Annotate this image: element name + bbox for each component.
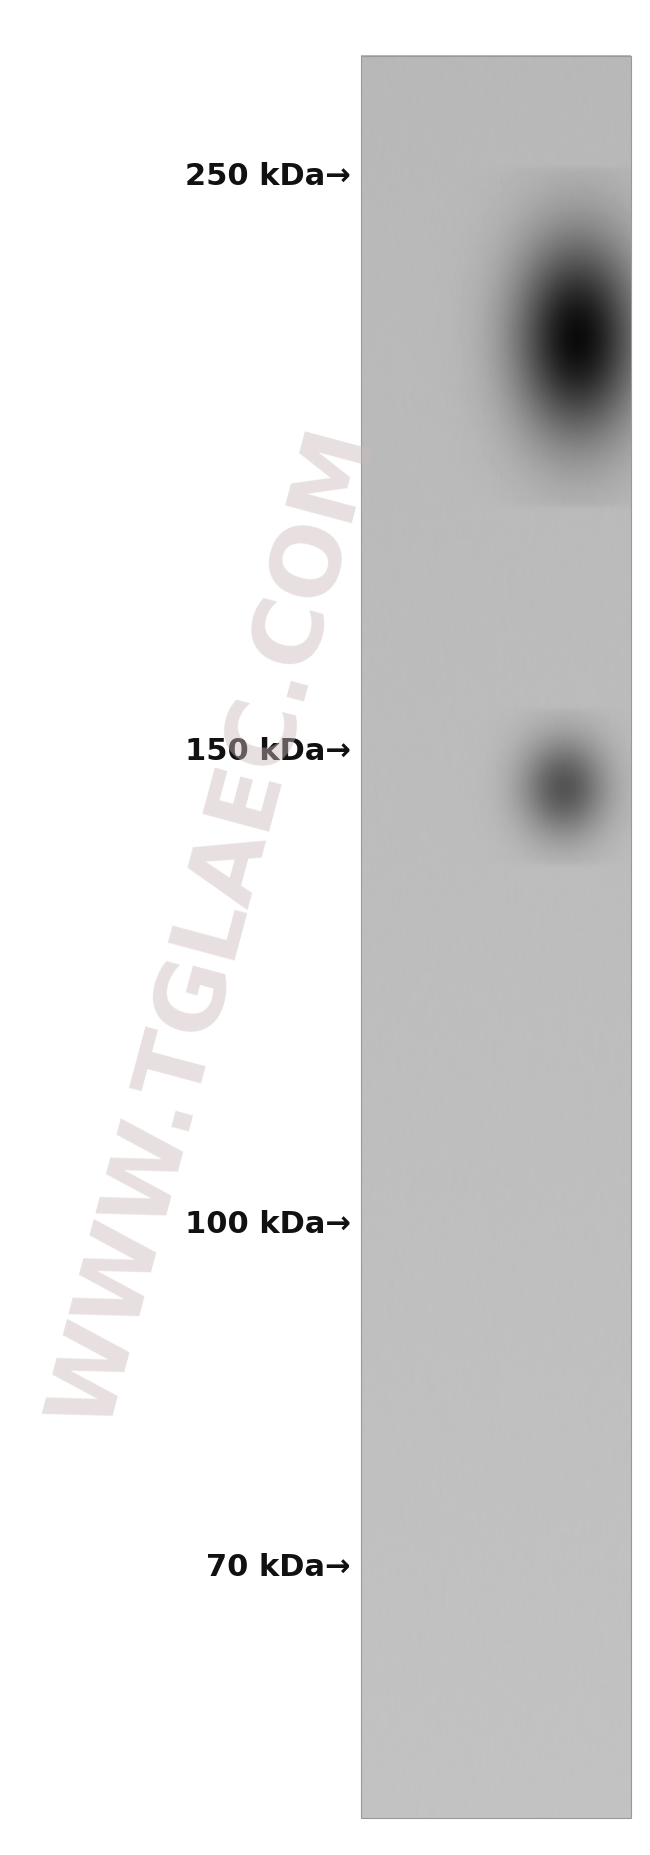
- Text: 100 kDa→: 100 kDa→: [185, 1209, 351, 1239]
- Text: WWW.TGLAEC.COM: WWW.TGLAEC.COM: [37, 417, 392, 1438]
- Bar: [361, 56, 630, 1818]
- Text: 250 kDa→: 250 kDa→: [185, 161, 351, 191]
- Text: 70 kDa→: 70 kDa→: [207, 1553, 351, 1582]
- Text: 150 kDa→: 150 kDa→: [185, 736, 351, 766]
